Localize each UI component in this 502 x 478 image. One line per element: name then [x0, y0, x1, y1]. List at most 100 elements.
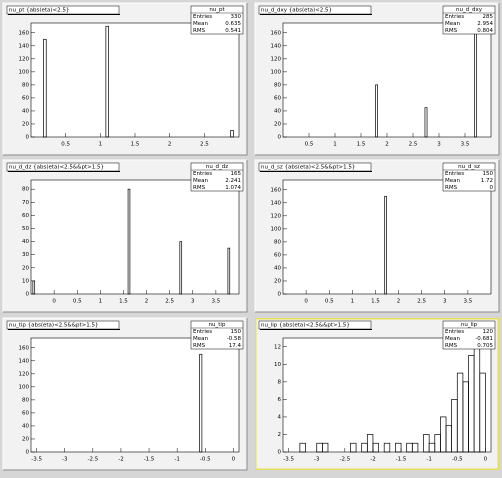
stats-label: RMS	[445, 28, 458, 34]
pad-bevel-dark	[3, 160, 248, 313]
x-tick-label: 1	[333, 142, 337, 148]
bin	[411, 442, 419, 453]
x-tick-label: 0	[304, 299, 308, 305]
y-tick-label: 80	[22, 82, 29, 88]
pad: 0 20 40 60 80 100 120 140 160 0.5 1 1.5 2 2.5 nu_pt {a…	[2, 2, 248, 156]
stats-label: Mean	[445, 21, 460, 27]
frame	[30, 22, 240, 138]
x-tick-label: 0.5	[73, 299, 82, 305]
stats-value: -0.58	[227, 336, 242, 342]
y-tick-label: 0	[26, 292, 30, 298]
stats-label: Mean	[445, 336, 460, 342]
stats-label: Mean	[193, 21, 208, 27]
y-tick-label: 40	[274, 265, 281, 271]
y-tick-label: 80	[274, 82, 281, 88]
x-tick-label: 0	[52, 299, 56, 305]
stats-value: 0.541	[225, 28, 241, 34]
bin	[395, 442, 402, 453]
x-tick-label: 2.5	[165, 299, 174, 305]
y-tick-label: 100	[19, 69, 30, 75]
pad: 0 20 40 60 80 100 120 140 160 -3.5 -3 -2.5 -2 -1.5 -1 -…	[2, 317, 248, 471]
stats-box	[442, 162, 496, 192]
y-tick-label: 0	[26, 135, 30, 141]
pad: 0 2 4 6 8 10 12 -3.5 -3 -2.5 -2 -1.5 -1 -0.5 0 nu_lip {…	[255, 318, 499, 470]
pad: 0 20 40 60 80 100 120 140 160 0.5 1 1.5 2 2.5 3 3.5 nu_d…	[254, 2, 500, 156]
x-tick-label: -2	[370, 457, 375, 463]
bin	[179, 241, 183, 295]
y-tick-label: 100	[271, 69, 282, 75]
stats-name: nu_d_sz	[458, 164, 480, 170]
y-tick-label: 10	[22, 278, 29, 284]
y-tick-label: 120	[19, 371, 30, 377]
y-tick-label: 100	[19, 384, 30, 390]
frame	[282, 179, 492, 295]
x-tick-label: 2.5	[409, 142, 418, 148]
bin	[375, 84, 378, 138]
y-tick-label: 12	[274, 344, 281, 350]
stats-label: RMS	[193, 28, 206, 34]
x-tick-label: 1.5	[371, 299, 380, 305]
y-tick-label: 40	[22, 239, 29, 245]
stats-box	[190, 5, 244, 35]
pad-title: nu_tip {abs(eta)<2.5&&pt>1.5}	[9, 323, 99, 329]
stats-label: Entries	[445, 14, 464, 20]
x-tick-label: 0.5	[305, 142, 314, 148]
bin	[383, 442, 391, 453]
pad-bevel-light	[2, 317, 247, 470]
bin	[105, 25, 110, 138]
pad-title: nu_lip {abs(eta)<2.5&&pt>1.5}	[261, 323, 350, 329]
y-tick-label: 60	[22, 95, 29, 101]
bin	[372, 442, 379, 453]
stats-box	[442, 320, 496, 350]
frame	[282, 22, 492, 138]
stats-value: 2.241	[225, 178, 241, 184]
pad-bevel-light	[254, 159, 499, 312]
y-tick-label: 10	[274, 362, 281, 368]
x-tick-label: 2	[145, 299, 149, 305]
x-tick-label: 0.5	[325, 299, 334, 305]
y-tick-label: 40	[274, 108, 281, 114]
bin	[424, 107, 428, 138]
stats-name: nu_tip	[209, 322, 226, 328]
pad-bevel-dark	[255, 160, 500, 313]
y-tick-label: 20	[274, 121, 281, 127]
x-tick-label: 3	[443, 299, 447, 305]
pad-bevel-light	[254, 2, 499, 155]
stats-value: 150	[231, 329, 242, 335]
stats-value: 120	[483, 329, 494, 335]
y-tick-label: 140	[19, 358, 30, 364]
x-tick-label: 1	[99, 142, 103, 148]
bin	[322, 442, 329, 453]
y-tick-label: 4	[278, 414, 282, 420]
stats-value: 2.954	[477, 21, 493, 27]
stats-name: nu_pt	[209, 7, 225, 13]
stats-label: RMS	[445, 343, 458, 349]
stats-value: 330	[231, 14, 242, 20]
stats-label: Entries	[445, 171, 464, 177]
x-tick-label: -2.5	[87, 457, 98, 463]
y-tick-label: 2	[278, 432, 282, 438]
y-tick-label: 0	[278, 135, 282, 141]
y-tick-label: 60	[22, 410, 29, 416]
y-tick-label: 140	[271, 43, 282, 49]
y-tick-label: 80	[22, 187, 29, 193]
y-tick-label: 0	[26, 450, 30, 456]
frame	[30, 337, 240, 453]
stats-value: 165	[231, 171, 242, 177]
bin	[227, 247, 231, 295]
pad-title: nu_pt {abs(eta)<2.5}	[9, 8, 69, 14]
stats-value: 0	[490, 185, 494, 191]
pad-title: nu_d_dz {abs(eta)<2.5&&pt>1.5}	[9, 165, 104, 171]
stats-box	[190, 320, 244, 350]
y-tick-label: 140	[271, 200, 282, 206]
y-tick-label: 8	[278, 379, 282, 385]
x-tick-label: -3	[314, 457, 320, 463]
y-tick-label: 0	[278, 450, 282, 456]
y-tick-label: 0	[278, 292, 282, 298]
y-tick-label: 60	[274, 252, 281, 258]
x-tick-label: 2.5	[200, 142, 209, 148]
x-tick-label: 1	[351, 299, 355, 305]
bin	[32, 280, 36, 295]
y-tick-label: 6	[278, 397, 282, 403]
